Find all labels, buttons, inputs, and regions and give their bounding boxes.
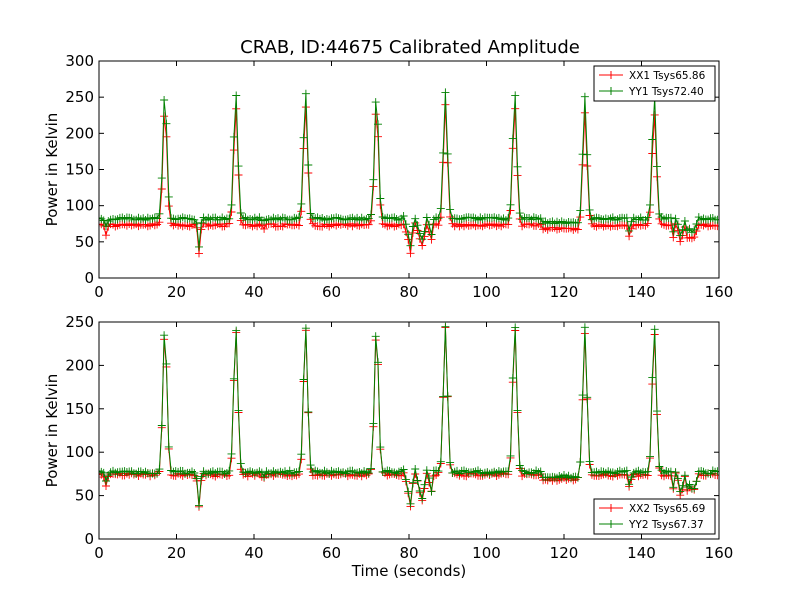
x-tick-label: 0 [94,283,104,301]
series-markers-yy2 [99,322,719,510]
y-axis-label: Power in Kelvin [43,113,61,227]
x-tick-label: 20 [167,544,186,562]
plot-area [99,322,719,511]
x-tick-label: 0 [94,544,104,562]
bottom-panel: 0 20 40 60 80 100 120 140 160 0 50 100 150 200 250 Powe… [43,313,733,580]
y-tick-label: 100 [65,443,94,461]
y-tick-label: 0 [84,530,94,548]
x-tick-label: 60 [322,283,341,301]
legend-entry: XX1 Tsys65.86 [629,70,706,82]
legend-entry: YY2 Tsys67.37 [628,519,704,531]
x-tick-label: 40 [244,283,263,301]
x-tick-label: 160 [705,544,734,562]
y-tick-label: 150 [65,400,94,418]
x-tick-label: 140 [627,544,656,562]
y-tick-label: 0 [84,269,94,287]
plot-area [99,88,719,258]
top-panel: 0 20 40 60 80 100 120 140 160 0 50 100 150 200 250 300 P… [43,52,733,301]
legend-box [593,498,716,535]
legend-marker [607,504,615,512]
legend-box [593,65,716,102]
y-axis-label: Power in Kelvin [43,374,61,488]
legend-marker [607,520,615,528]
x-tick-label: 80 [399,544,418,562]
legend-entry: XX2 Tsys65.69 [629,503,705,515]
x-tick-label: 120 [550,283,579,301]
x-tick-label: 100 [472,544,501,562]
legend-entry: YY1 Tsys72.40 [628,86,704,98]
y-tick-label: 200 [65,356,94,374]
legend: XX1 Tsys65.86 YY1 Tsys72.40 [593,65,716,102]
x-tick-label: 140 [627,283,656,301]
y-tick-label: 250 [65,313,94,331]
y-tick-label: 150 [65,161,94,179]
legend: XX2 Tsys65.69 YY2 Tsys67.37 [593,498,716,535]
x-axis-label: Time (seconds) [351,562,467,580]
series-markers-yy1 [99,88,719,251]
y-tick-label: 50 [75,233,94,251]
x-tick-label: 40 [244,544,263,562]
y-tick-label: 200 [65,124,94,142]
x-tick-label: 160 [705,283,734,301]
y-tick-label: 250 [65,88,94,106]
y-tick-label: 300 [65,52,94,70]
y-tick-label: 50 [75,487,94,505]
chart-title: CRAB, ID:44675 Calibrated Amplitude [240,37,580,58]
x-tick-label: 100 [472,283,501,301]
x-tick-label: 80 [399,283,418,301]
x-tick-label: 120 [550,544,579,562]
y-tick-label: 100 [65,197,94,215]
legend-marker [607,87,615,95]
legend-marker [607,71,615,79]
x-tick-label: 60 [322,544,341,562]
x-tick-label: 20 [167,283,186,301]
